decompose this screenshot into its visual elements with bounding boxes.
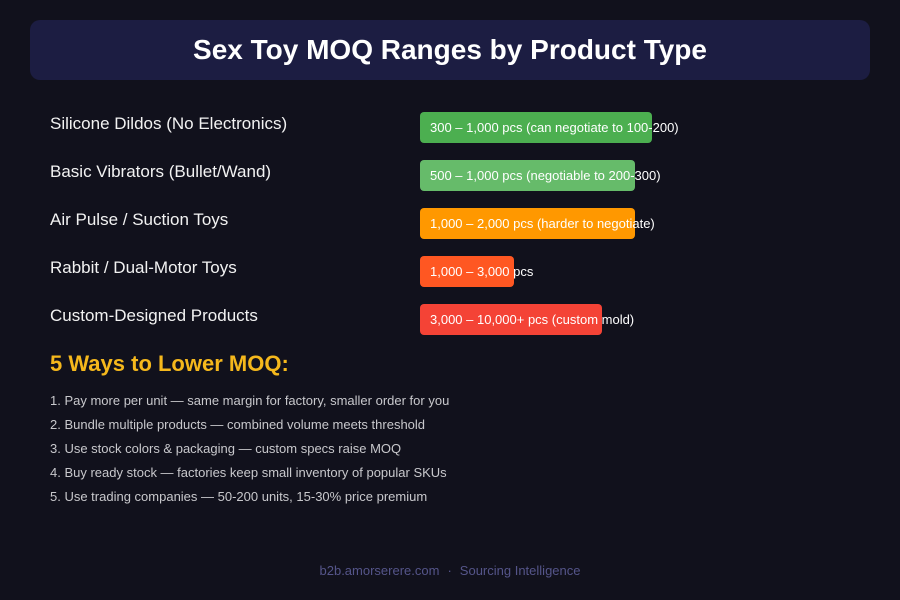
tip-item: 5. Use trading companies — 50-200 units,… [50, 489, 428, 504]
row: Custom-Designed Products 3,000 – 10,000+ … [0, 304, 900, 335]
tips-title: 5 Ways to Lower MOQ: [50, 351, 289, 376]
range-text: 500 – 1,000 pcs (negotiable to 200-300) [430, 168, 661, 183]
range-text: 300 – 1,000 pcs (can negotiate to 100-20… [430, 120, 679, 135]
row: Rabbit / Dual-Motor Toys 1,000 – 3,000 pc… [0, 256, 900, 287]
range-bar [420, 160, 635, 191]
footer-separator: · [447, 563, 452, 578]
range-text: 1,000 – 2,000 pcs (harder to negotiate) [430, 216, 655, 231]
title: Sex Toy MOQ Ranges by Product Type [193, 34, 707, 65]
row-label: Basic Vibrators (Bullet/Wand) [50, 162, 272, 181]
tip-item: 4. Buy ready stock — factories keep smal… [50, 465, 447, 480]
footer-site: b2b.amorserere.com [319, 563, 440, 578]
tip-item: 2. Bundle multiple products — combined v… [50, 417, 426, 432]
footer-tagline: Sourcing Intelligence [459, 563, 581, 578]
row: Air Pulse / Suction Toys 1,000 – 2,000 pc… [0, 208, 900, 239]
row-label: Silicone Dildos (No Electronics) [50, 114, 288, 133]
tip-item: 1. Pay more per unit — same margin for f… [50, 393, 450, 408]
range-bar [420, 304, 602, 335]
range-bar [420, 208, 635, 239]
row-label: Custom-Designed Products [50, 306, 258, 325]
tip-item: 3. Use stock colors & packaging — custom… [50, 441, 402, 456]
row-label: Rabbit / Dual-Motor Toys [50, 258, 237, 277]
row-label: Air Pulse / Suction Toys [50, 210, 229, 229]
range-bar [420, 256, 514, 287]
header: Sex Toy MOQ Ranges by Product Type [30, 20, 870, 80]
range-text: 3,000 – 10,000+ pcs (custom mold) [430, 312, 635, 327]
row: Silicone Dildos (No Electronics) 300 – 1,… [0, 112, 900, 143]
footer: b2b.amorserere.com · Sourcing Intelligence [0, 563, 900, 578]
range-text: 1,000 – 3,000 pcs [430, 264, 534, 279]
range-bar [420, 112, 652, 143]
row: Basic Vibrators (Bullet/Wand) 500 – 1,000… [0, 160, 900, 191]
